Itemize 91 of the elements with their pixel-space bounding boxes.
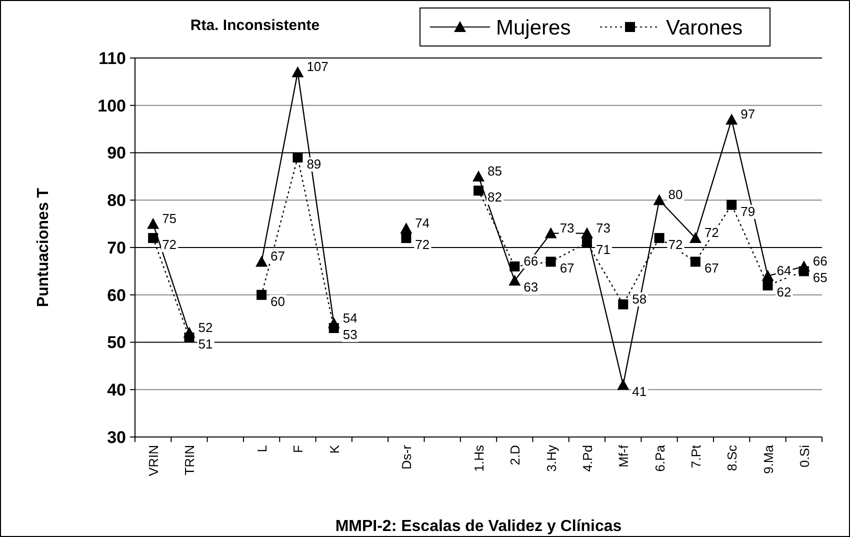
data-label: 63 bbox=[524, 280, 538, 295]
data-label: 75 bbox=[162, 210, 177, 226]
point bbox=[474, 186, 484, 196]
x-tick-label: 7.Pt bbox=[688, 444, 704, 468]
y-axis-title: Puntuaciones T bbox=[35, 188, 52, 308]
point bbox=[690, 256, 700, 267]
point bbox=[148, 233, 158, 244]
data-label: 72 bbox=[162, 237, 177, 252]
point bbox=[653, 194, 666, 206]
point bbox=[401, 233, 412, 244]
y-tick-label: 40 bbox=[107, 380, 126, 400]
x-tick-label: 6.Pa bbox=[652, 444, 668, 472]
point bbox=[292, 152, 303, 162]
data-label: 65 bbox=[812, 270, 828, 286]
data-label: 73 bbox=[596, 220, 610, 236]
point bbox=[617, 378, 630, 390]
y-tick-label: 110 bbox=[98, 48, 126, 68]
data-label: 80 bbox=[668, 187, 683, 202]
point bbox=[292, 66, 304, 78]
legend-label: Varones bbox=[666, 16, 743, 40]
y-tick-label: 50 bbox=[107, 333, 126, 352]
point bbox=[544, 227, 557, 238]
data-label: 53 bbox=[342, 327, 358, 342]
x-tick-label: 4.Pd bbox=[580, 445, 595, 472]
x-tick-label: F bbox=[290, 444, 306, 453]
point bbox=[689, 232, 702, 244]
chart-title: Rta. Inconsistente bbox=[190, 17, 320, 34]
x-tick-label: 0.Si bbox=[796, 444, 812, 468]
data-label: 97 bbox=[740, 106, 756, 122]
y-tick-label: 60 bbox=[107, 286, 126, 305]
data-label: 67 bbox=[560, 260, 574, 276]
data-label: 72 bbox=[704, 225, 719, 240]
data-label: 51 bbox=[198, 336, 213, 352]
legend-label: Mujeres bbox=[496, 16, 571, 40]
point bbox=[256, 256, 268, 267]
data-label: 73 bbox=[560, 220, 574, 236]
point bbox=[798, 266, 809, 276]
point bbox=[762, 270, 774, 281]
point bbox=[472, 170, 484, 182]
data-label: 72 bbox=[415, 237, 430, 252]
x-tick-label: 1.Hs bbox=[472, 444, 486, 472]
y-tick-label: 30 bbox=[107, 428, 126, 447]
x-tick-label: 9.Ma bbox=[760, 444, 776, 474]
y-tick-label: 90 bbox=[107, 144, 126, 163]
x-tick-label: L bbox=[254, 445, 270, 452]
data-label: 41 bbox=[632, 384, 647, 399]
point bbox=[147, 218, 160, 229]
x-tick-label: 8.Sc bbox=[724, 444, 740, 472]
point bbox=[256, 290, 267, 300]
data-label: 58 bbox=[632, 291, 647, 306]
data-label: 62 bbox=[776, 284, 792, 300]
point bbox=[328, 323, 339, 334]
point bbox=[582, 238, 592, 248]
x-tick-label: 3.Hy bbox=[544, 444, 559, 472]
point bbox=[618, 299, 628, 310]
point bbox=[400, 222, 412, 234]
point bbox=[546, 256, 556, 267]
data-label: 82 bbox=[488, 190, 502, 205]
data-label: 67 bbox=[270, 248, 286, 264]
point bbox=[510, 261, 520, 272]
data-label: 74 bbox=[415, 216, 430, 231]
data-label: 85 bbox=[488, 163, 502, 178]
y-tick-label: 80 bbox=[107, 191, 126, 210]
point bbox=[726, 114, 738, 125]
x-tick-label: Ds-r bbox=[399, 444, 414, 470]
point bbox=[654, 233, 664, 244]
data-label: 79 bbox=[740, 204, 756, 219]
point bbox=[184, 332, 194, 343]
x-tick-label: TRIN bbox=[182, 445, 198, 476]
point bbox=[508, 274, 521, 286]
data-label: 64 bbox=[776, 262, 792, 278]
data-label: 52 bbox=[198, 320, 213, 335]
data-label: 89 bbox=[306, 156, 322, 172]
x-tick-label: VRIN bbox=[146, 445, 162, 476]
point bbox=[762, 280, 773, 290]
data-label: 72 bbox=[668, 237, 683, 252]
data-label: 66 bbox=[812, 253, 828, 268]
y-tick-label: 100 bbox=[98, 96, 126, 116]
x-tick-label: 2.D bbox=[508, 445, 523, 466]
x-tick-label: K bbox=[326, 444, 342, 454]
data-label: 54 bbox=[342, 310, 358, 326]
data-label: 60 bbox=[270, 294, 286, 309]
x-axis-title: MMPI-2: Escalas de Validez y Clínicas bbox=[335, 518, 622, 535]
data-label: 71 bbox=[596, 242, 610, 257]
data-label: 67 bbox=[704, 260, 719, 276]
point bbox=[580, 227, 593, 238]
data-label: 107 bbox=[306, 59, 328, 74]
point bbox=[726, 200, 737, 210]
x-tick-label: Mf-f bbox=[616, 444, 632, 468]
data-label: 66 bbox=[524, 253, 538, 268]
y-tick-label: 70 bbox=[107, 238, 126, 258]
